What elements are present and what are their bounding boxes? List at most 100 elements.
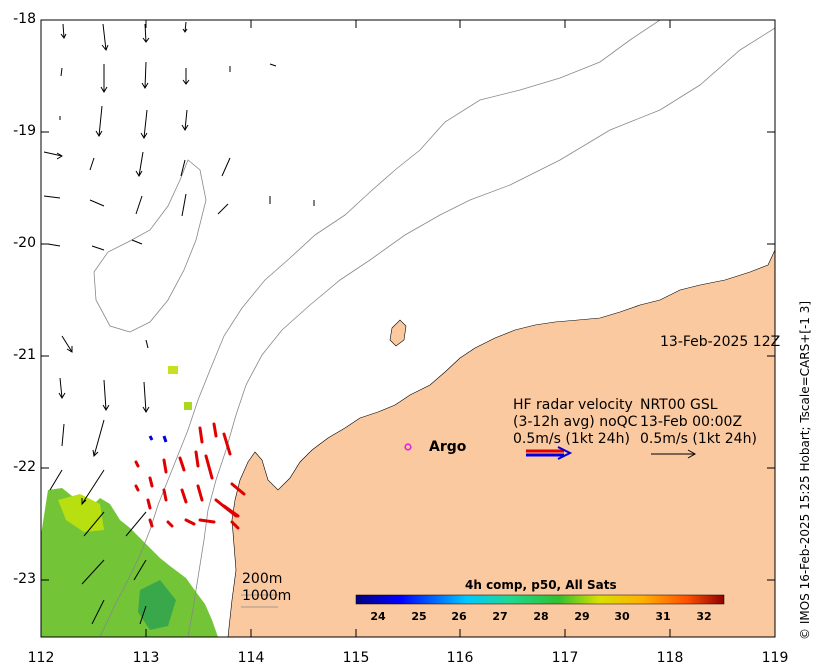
current-arrow bbox=[89, 199, 105, 207]
current-arrow bbox=[139, 605, 147, 625]
y-tick-label: -18 bbox=[13, 11, 36, 27]
current-arrow bbox=[140, 109, 148, 139]
model-scale-arrow bbox=[651, 449, 697, 459]
land-island bbox=[389, 319, 407, 347]
colorbar-tick: 29 bbox=[574, 610, 590, 623]
radar-vector bbox=[146, 498, 152, 510]
y-tick-label: -21 bbox=[13, 347, 36, 363]
sst-patch-cool bbox=[138, 580, 176, 630]
radar-vector bbox=[178, 456, 186, 472]
depth-label-200m: 200m bbox=[242, 571, 283, 587]
x-tick-label: 118 bbox=[656, 650, 684, 666]
depth-label-1000m: 1000m bbox=[242, 588, 292, 604]
timestamp-label: 13-Feb-2025 12Z bbox=[660, 334, 781, 350]
model-current-arrows bbox=[43, 21, 315, 625]
radar-vector bbox=[162, 488, 168, 502]
current-arrow bbox=[61, 335, 73, 353]
radar-vector bbox=[198, 518, 216, 524]
radar-vector bbox=[204, 454, 214, 480]
colorbar-tick: 31 bbox=[655, 610, 671, 623]
colorbar-tick: 25 bbox=[411, 610, 427, 623]
radar-vector bbox=[222, 504, 240, 518]
radar-vector bbox=[134, 460, 140, 468]
hf-legend-line3: 0.5m/s (1kt 24h) bbox=[513, 431, 630, 447]
current-arrow bbox=[181, 193, 187, 217]
y-tick-label: -19 bbox=[13, 123, 36, 139]
radar-vector bbox=[184, 518, 196, 526]
current-arrow bbox=[269, 63, 277, 67]
current-arrow bbox=[135, 195, 143, 215]
current-arrow bbox=[142, 23, 150, 43]
current-arrow bbox=[92, 419, 105, 458]
y-tick-label: -23 bbox=[13, 571, 36, 587]
sst-speck bbox=[184, 402, 192, 410]
radar-vector bbox=[196, 484, 204, 502]
colorbar-tick: 24 bbox=[370, 610, 386, 623]
current-arrow bbox=[95, 105, 103, 137]
current-arrow bbox=[83, 511, 105, 537]
current-arrow bbox=[81, 469, 105, 506]
contour-200m bbox=[187, 27, 775, 637]
x-tick-label: 115 bbox=[342, 650, 370, 666]
current-arrow bbox=[133, 559, 147, 581]
current-arrow bbox=[47, 243, 61, 247]
colorbar-title: 4h comp, p50, All Sats bbox=[465, 578, 617, 592]
colorbar-tick: 32 bbox=[696, 610, 712, 623]
credit-note: © IMOS 16-Feb-2025 15:25 Hobart; Tscale=… bbox=[798, 300, 812, 640]
radar-vector bbox=[230, 482, 246, 496]
current-arrow bbox=[182, 68, 190, 85]
current-arrow bbox=[180, 159, 186, 177]
contour-1000m bbox=[99, 20, 661, 637]
current-arrow bbox=[89, 157, 95, 171]
plot-frame bbox=[40, 19, 776, 638]
colorbar-tick: 30 bbox=[614, 610, 630, 623]
argo-float-marker bbox=[404, 443, 412, 451]
colorbar-tick: 27 bbox=[492, 610, 508, 623]
current-arrow bbox=[60, 67, 63, 77]
current-arrow bbox=[91, 245, 105, 251]
current-arrow bbox=[49, 469, 63, 491]
radar-vector bbox=[198, 426, 204, 444]
current-arrow bbox=[58, 377, 66, 399]
current-arrow bbox=[141, 61, 149, 89]
current-arrow bbox=[125, 511, 147, 537]
x-tick-label: 116 bbox=[446, 650, 474, 666]
radar-vector bbox=[148, 476, 154, 488]
colorbar-tick: 28 bbox=[533, 610, 549, 623]
current-arrow bbox=[100, 64, 108, 93]
current-arrow bbox=[81, 559, 105, 585]
current-arrow bbox=[182, 21, 188, 33]
hf-legend-line1: HF radar velocity bbox=[513, 397, 633, 413]
sst-colorbar bbox=[355, 594, 725, 605]
radar-vector bbox=[180, 488, 188, 504]
land-mainland bbox=[227, 249, 775, 637]
hf-radar-scale-arrow bbox=[526, 446, 573, 460]
x-tick-label: 112 bbox=[27, 650, 55, 666]
current-arrow bbox=[60, 23, 67, 39]
contour-seamount bbox=[93, 159, 207, 333]
current-arrow bbox=[91, 599, 105, 625]
current-arrow bbox=[135, 151, 144, 177]
x-tick-label: 119 bbox=[761, 650, 789, 666]
nrt-legend-line1: NRT00 GSL bbox=[640, 397, 718, 413]
sst-patch-warm bbox=[58, 494, 104, 532]
radar-vector bbox=[222, 432, 232, 456]
sst-speck bbox=[168, 366, 178, 374]
nrt-legend-line2: 13-Feb 00:00Z bbox=[640, 414, 743, 430]
x-tick-label: 117 bbox=[551, 650, 579, 666]
current-arrow bbox=[101, 23, 109, 51]
hf-radar-vectors bbox=[134, 422, 246, 530]
current-arrow bbox=[43, 151, 63, 160]
current-arrow bbox=[142, 381, 150, 413]
current-arrow bbox=[221, 157, 231, 177]
x-tick-label: 113 bbox=[132, 650, 160, 666]
radar-vector bbox=[194, 450, 200, 468]
x-tick-label: 114 bbox=[237, 650, 265, 666]
current-arrow bbox=[61, 423, 65, 447]
current-arrow bbox=[43, 195, 61, 199]
axis-ticks bbox=[41, 19, 775, 637]
hf-radar-vectors-blue bbox=[148, 435, 168, 443]
current-arrow bbox=[102, 379, 110, 411]
current-arrow bbox=[181, 109, 189, 131]
